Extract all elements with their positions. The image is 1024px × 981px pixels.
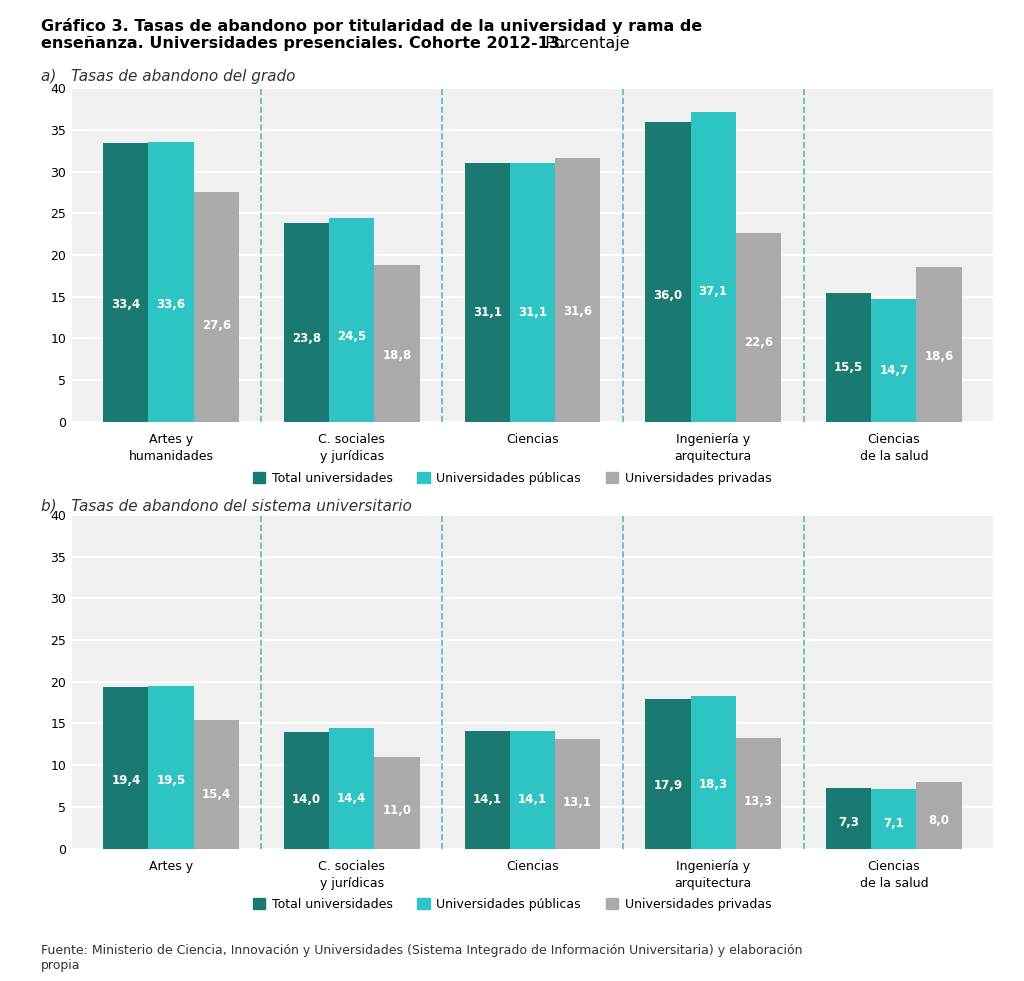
Text: a)   Tasas de abandono del grado: a) Tasas de abandono del grado <box>41 69 296 83</box>
Bar <box>736 233 781 422</box>
Text: 33,4: 33,4 <box>112 298 140 311</box>
Text: 37,1: 37,1 <box>698 285 728 298</box>
Bar <box>871 299 916 422</box>
Text: 14,0: 14,0 <box>292 793 322 806</box>
Text: 17,9: 17,9 <box>653 779 683 793</box>
Text: 15,5: 15,5 <box>835 361 863 374</box>
Bar <box>465 163 510 422</box>
Text: 31,1: 31,1 <box>473 306 502 320</box>
Bar <box>916 782 962 849</box>
Text: 13,1: 13,1 <box>563 797 592 809</box>
Bar <box>826 292 871 422</box>
Text: 15,4: 15,4 <box>202 788 230 801</box>
Text: 24,5: 24,5 <box>337 330 367 342</box>
Text: 36,0: 36,0 <box>653 289 683 302</box>
Text: 18,3: 18,3 <box>698 778 728 791</box>
Bar <box>194 191 239 422</box>
Bar <box>194 720 239 849</box>
Bar <box>329 218 375 422</box>
Legend: Total universidades, Universidades públicas, Universidades privadas: Total universidades, Universidades públi… <box>248 893 776 916</box>
Text: 7,1: 7,1 <box>884 817 904 830</box>
Text: 19,5: 19,5 <box>157 774 185 787</box>
Text: 31,6: 31,6 <box>563 305 592 318</box>
Bar <box>916 267 962 422</box>
Bar <box>555 158 600 422</box>
Bar <box>690 696 736 849</box>
Text: Porcentaje: Porcentaje <box>540 36 630 51</box>
Bar <box>555 740 600 849</box>
Bar <box>103 143 148 422</box>
Text: 23,8: 23,8 <box>292 332 322 345</box>
Text: Fuente: Ministerio de Ciencia, Innovación y Universidades (Sistema Integrado de : Fuente: Ministerio de Ciencia, Innovació… <box>41 944 803 972</box>
Bar <box>465 731 510 849</box>
Bar <box>148 141 194 422</box>
Text: 14,1: 14,1 <box>518 793 547 805</box>
Text: 19,4: 19,4 <box>112 774 140 787</box>
Bar <box>329 729 375 849</box>
Text: 31,1: 31,1 <box>518 306 547 320</box>
Text: 11,0: 11,0 <box>382 803 412 816</box>
Text: b)   Tasas de abandono del sistema universitario: b) Tasas de abandono del sistema univers… <box>41 498 412 513</box>
Text: 7,3: 7,3 <box>839 816 859 830</box>
Text: 18,6: 18,6 <box>925 350 953 363</box>
Text: 14,7: 14,7 <box>880 364 908 377</box>
Bar <box>690 113 736 422</box>
Bar <box>284 732 329 849</box>
Text: 18,8: 18,8 <box>382 349 412 363</box>
Bar <box>284 224 329 422</box>
Bar <box>510 731 555 849</box>
Bar <box>736 738 781 849</box>
Text: 14,1: 14,1 <box>473 793 502 805</box>
Bar <box>645 122 690 422</box>
Text: 13,3: 13,3 <box>743 796 773 808</box>
Bar <box>375 265 420 422</box>
Bar <box>510 163 555 422</box>
Text: 8,0: 8,0 <box>929 814 949 827</box>
Text: 14,4: 14,4 <box>337 792 367 804</box>
Legend: Total universidades, Universidades públicas, Universidades privadas: Total universidades, Universidades públi… <box>248 467 776 490</box>
Text: 22,6: 22,6 <box>743 336 773 349</box>
Bar <box>871 790 916 849</box>
Text: Gráfico 3. Tasas de abandono por titularidad de la universidad y rama de: Gráfico 3. Tasas de abandono por titular… <box>41 18 702 33</box>
Bar <box>645 699 690 849</box>
Text: enseñanza. Universidades presenciales. Cohorte 2012-13.: enseñanza. Universidades presenciales. C… <box>41 36 566 51</box>
Bar <box>826 788 871 849</box>
Text: 27,6: 27,6 <box>202 319 230 332</box>
Bar <box>103 687 148 849</box>
Bar <box>375 757 420 849</box>
Text: 33,6: 33,6 <box>157 297 185 311</box>
Bar <box>148 686 194 849</box>
